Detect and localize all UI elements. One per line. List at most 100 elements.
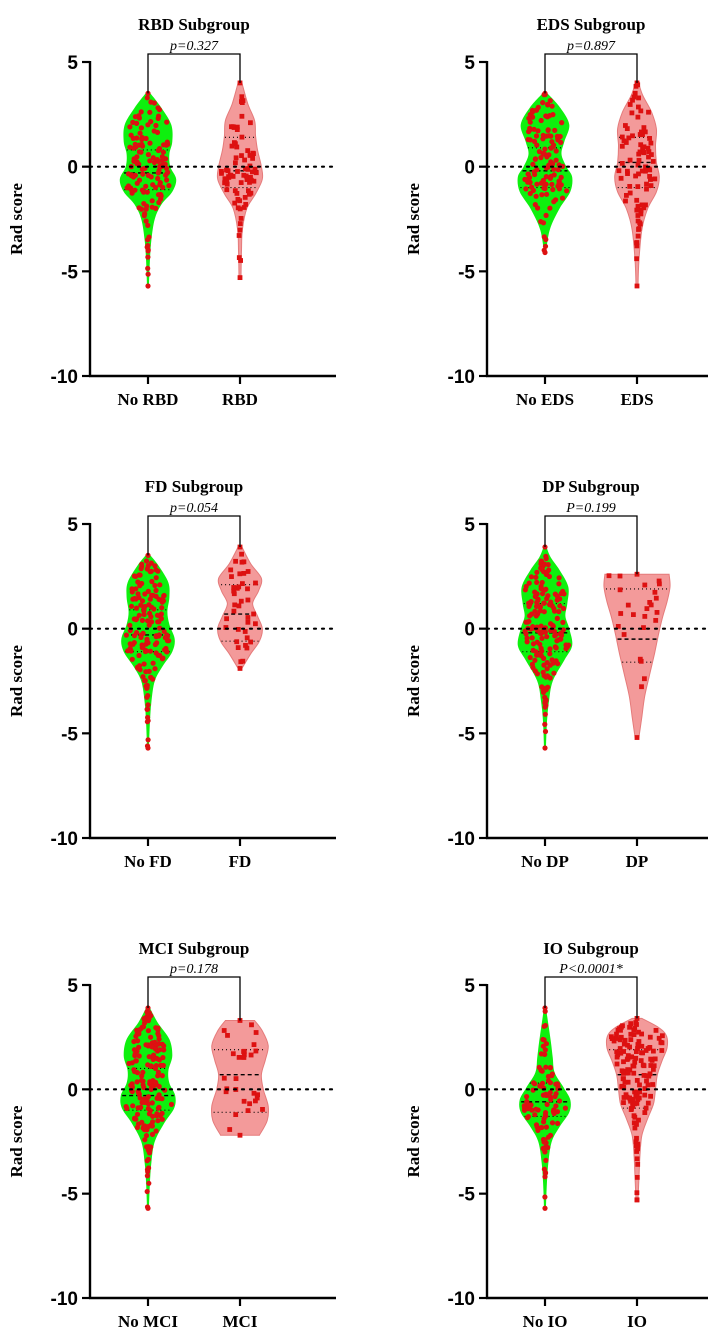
data-point: [248, 175, 253, 180]
data-point: [562, 1105, 569, 1111]
data-point: [148, 1063, 154, 1069]
data-point: [536, 1064, 542, 1070]
data-point: [253, 1048, 259, 1054]
data-point: [232, 188, 238, 194]
data-point: [542, 1205, 548, 1211]
data-point: [152, 666, 158, 672]
data-point: [540, 689, 547, 696]
data-point: [629, 1054, 635, 1060]
data-point: [642, 676, 647, 682]
data-point: [243, 173, 249, 179]
data-point: [127, 641, 133, 647]
data-point: [556, 581, 562, 587]
data-point: [627, 1067, 633, 1073]
data-point: [533, 1106, 539, 1112]
data-point: [631, 1070, 637, 1076]
data-point: [543, 212, 549, 218]
data-point: [136, 1044, 142, 1050]
data-point: [239, 559, 245, 565]
data-point: [242, 629, 248, 634]
data-point: [244, 645, 250, 651]
data-point: [145, 1005, 151, 1011]
data-point: [621, 1095, 627, 1100]
data-point: [151, 606, 157, 612]
data-point: [162, 635, 168, 641]
data-point: [139, 617, 145, 624]
data-point: [627, 1024, 632, 1030]
y-tick-label: -10: [448, 367, 475, 388]
data-point: [237, 275, 243, 281]
data-point: [533, 133, 540, 139]
data-point: [629, 110, 635, 116]
data-point: [559, 120, 565, 126]
data-point: [653, 1028, 659, 1033]
data-point: [228, 173, 234, 178]
data-point: [551, 1110, 557, 1117]
data-point: [128, 603, 135, 609]
data-point: [530, 187, 537, 193]
data-point: [527, 601, 533, 607]
data-point: [552, 608, 558, 614]
data-point: [156, 1036, 162, 1042]
data-point: [616, 168, 622, 174]
data-point: [146, 602, 152, 608]
data-point: [555, 137, 561, 143]
y-tick-label: -10: [51, 829, 78, 850]
data-point: [227, 1127, 233, 1132]
data-point: [633, 1055, 639, 1061]
data-point: [236, 1055, 242, 1060]
data-point: [260, 1107, 265, 1112]
data-point: [644, 606, 650, 611]
data-point: [547, 651, 553, 657]
data-point: [255, 1092, 260, 1098]
data-point: [143, 1042, 149, 1048]
data-point: [542, 711, 548, 717]
y-tick-label: -10: [51, 367, 78, 388]
data-point: [543, 1157, 549, 1163]
data-point: [236, 255, 242, 260]
data-point: [527, 654, 533, 661]
data-point: [638, 1058, 644, 1063]
data-point: [556, 186, 563, 192]
data-point: [634, 256, 639, 262]
data-point: [537, 1083, 543, 1089]
data-point: [534, 142, 540, 148]
data-point: [250, 156, 255, 161]
data-point: [534, 652, 540, 658]
data-point: [538, 117, 544, 124]
data-point: [225, 1033, 230, 1038]
data-point: [636, 1029, 641, 1035]
data-point: [541, 600, 547, 606]
data-point: [635, 162, 641, 168]
data-point: [136, 594, 142, 601]
data-point: [147, 158, 153, 164]
data-point: [641, 1063, 647, 1069]
data-point: [157, 1047, 163, 1053]
data-point: [540, 591, 546, 597]
data-point: [621, 1049, 626, 1054]
data-point: [624, 1057, 630, 1062]
data-point: [545, 101, 551, 107]
x-tick-label: IO: [627, 1312, 647, 1331]
data-point: [136, 205, 142, 211]
panel-title: MCI Subgroup: [139, 939, 250, 958]
data-point: [541, 1119, 547, 1125]
data-point: [533, 574, 539, 580]
data-point: [221, 1075, 227, 1081]
data-point: [147, 569, 153, 575]
data-point: [556, 609, 562, 615]
data-point: [556, 181, 562, 187]
data-point: [143, 1133, 150, 1139]
data-point: [547, 1132, 554, 1138]
data-point: [631, 94, 637, 100]
data-point: [146, 1054, 152, 1060]
data-point: [241, 172, 247, 178]
data-point: [129, 1060, 135, 1066]
data-point: [129, 656, 135, 662]
data-point: [630, 1104, 636, 1109]
data-point: [643, 1105, 649, 1111]
data-point: [149, 578, 155, 585]
points-no-io: [521, 1005, 569, 1211]
data-point: [224, 181, 230, 187]
data-point: [544, 634, 550, 640]
